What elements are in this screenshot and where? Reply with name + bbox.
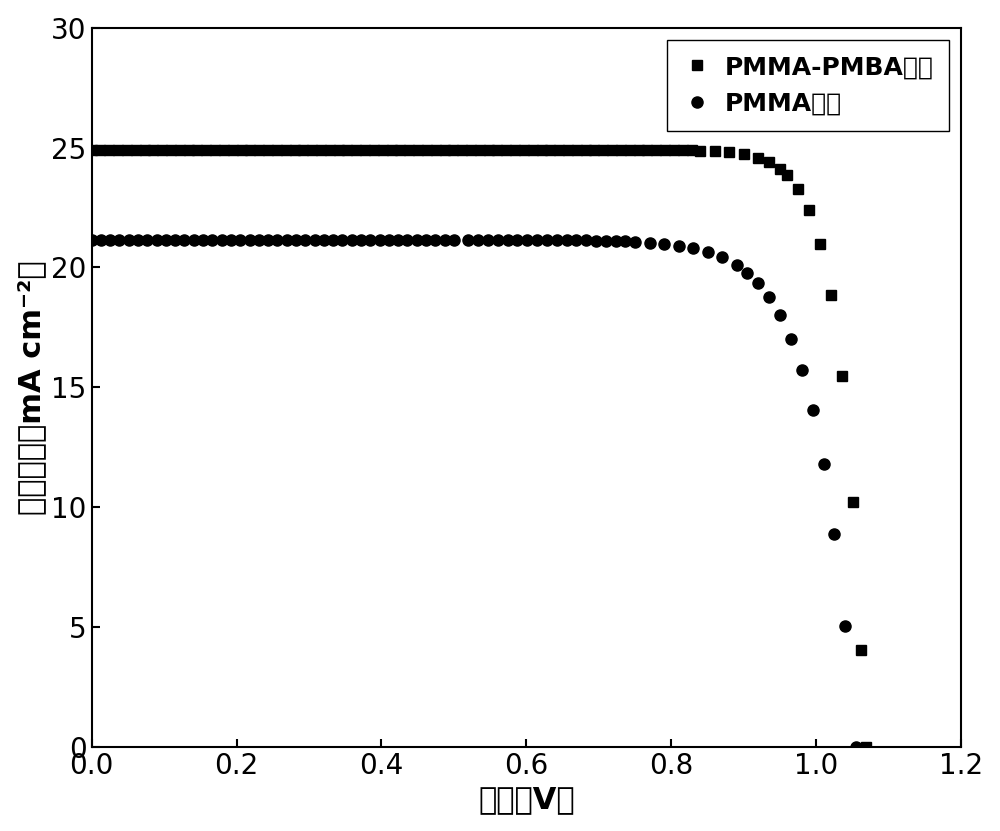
PMMA-PMBA掺杂 (86, 145, 98, 155)
PMMA掺杂 (673, 241, 685, 251)
PMMA-PMBA掺杂 (315, 145, 327, 155)
PMMA-PMBA掺杂 (209, 145, 221, 155)
PMMA-PMBA掺杂 (456, 145, 468, 155)
Legend: PMMA-PMBA掺杂, PMMA掺杂: PMMA-PMBA掺杂, PMMA掺杂 (667, 40, 949, 130)
PMMA掺杂 (541, 235, 553, 245)
PMMA掺杂 (561, 235, 573, 245)
PMMA掺杂 (86, 235, 98, 245)
PMMA-PMBA掺杂 (860, 742, 872, 752)
PMMA掺杂 (850, 742, 862, 752)
PMMA-PMBA掺杂 (814, 238, 826, 248)
PMMA掺杂 (327, 235, 339, 245)
Y-axis label: 电流密度（mA cm⁻²）: 电流密度（mA cm⁻²） (17, 260, 46, 514)
Line: PMMA-PMBA掺杂: PMMA-PMBA掺杂 (87, 145, 870, 752)
X-axis label: 电压（V）: 电压（V） (478, 785, 575, 814)
Line: PMMA掺杂: PMMA掺杂 (86, 234, 862, 753)
PMMA掺杂 (448, 235, 460, 245)
PMMA-PMBA掺杂 (306, 145, 318, 155)
PMMA-PMBA掺杂 (341, 145, 353, 155)
PMMA掺杂 (151, 235, 163, 245)
